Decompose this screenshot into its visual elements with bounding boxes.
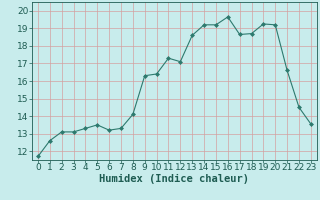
X-axis label: Humidex (Indice chaleur): Humidex (Indice chaleur) xyxy=(100,174,249,184)
